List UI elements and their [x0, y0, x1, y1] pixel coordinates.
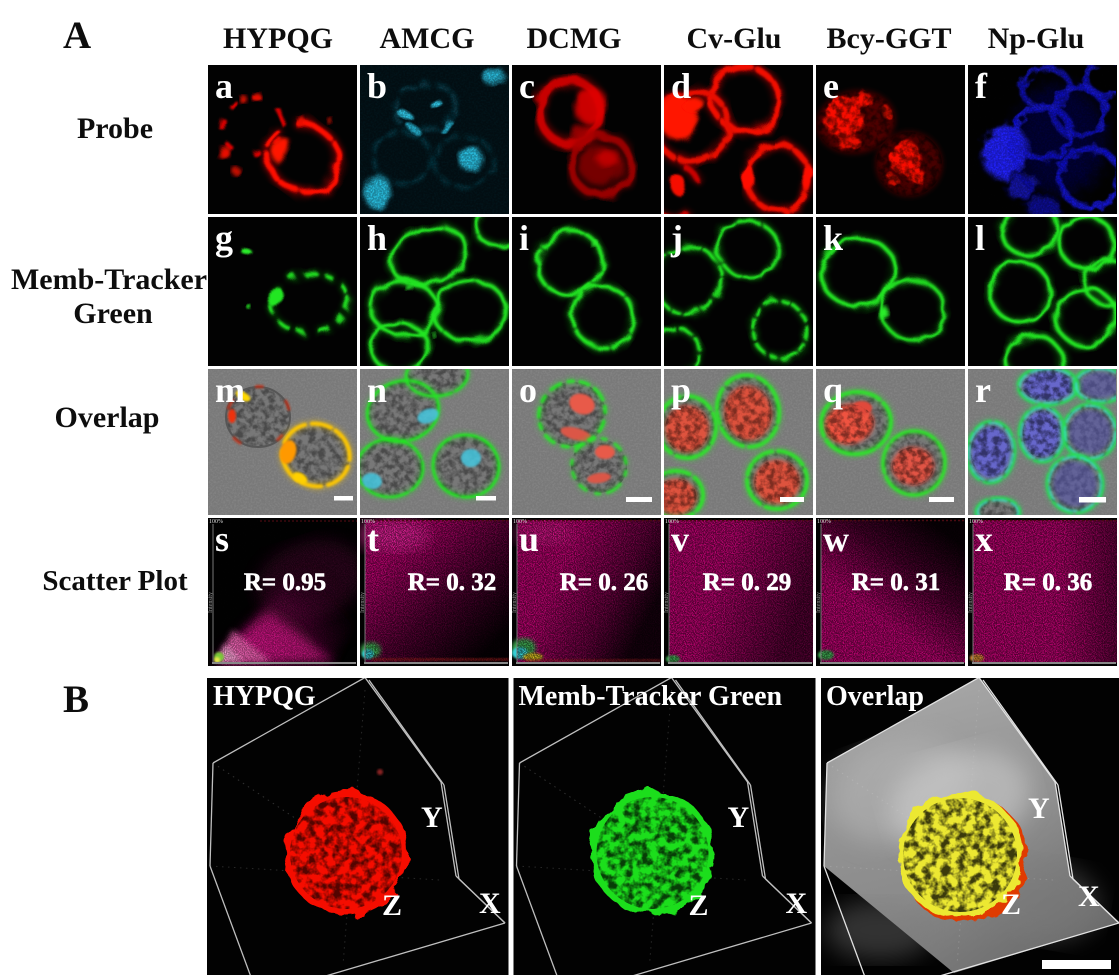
- svg-text:R= 0. 32: R= 0. 32: [408, 569, 497, 596]
- svg-text:100%: 100%: [969, 519, 983, 525]
- svg-text:w: w: [823, 519, 849, 559]
- svg-text:R= 0. 29: R= 0. 29: [703, 569, 792, 596]
- svg-text:Green: Green: [73, 297, 153, 330]
- svg-text:X: X: [479, 887, 501, 920]
- svg-text:HYPQG: HYPQG: [223, 22, 333, 55]
- svg-text:Probe: Probe: [77, 112, 153, 145]
- svg-text:s: s: [215, 519, 229, 559]
- svg-text:t: t: [367, 519, 379, 559]
- svg-text:k: k: [823, 218, 843, 258]
- svg-text:Intensity: Intensity: [968, 592, 974, 613]
- svg-text:Intensity: Intensity: [512, 592, 518, 613]
- svg-text:Scatter Plot: Scatter Plot: [42, 565, 188, 597]
- svg-text:Np-Glu: Np-Glu: [988, 22, 1085, 55]
- svg-text:Z: Z: [382, 889, 402, 922]
- svg-text:AMCG: AMCG: [380, 22, 475, 55]
- svg-text:Bcy-GGT: Bcy-GGT: [827, 22, 952, 55]
- svg-text:x: x: [975, 519, 993, 559]
- svg-text:100%: 100%: [209, 519, 223, 525]
- svg-text:i: i: [519, 218, 529, 258]
- svg-text:B: B: [63, 678, 89, 721]
- svg-text:l: l: [975, 218, 985, 258]
- svg-text:HYPQG: HYPQG: [213, 681, 316, 712]
- svg-text:e: e: [823, 66, 839, 106]
- svg-text:100%: 100%: [665, 519, 679, 525]
- svg-text:c: c: [519, 66, 535, 106]
- svg-text:X: X: [1078, 880, 1100, 913]
- svg-text:DCMG: DCMG: [527, 22, 622, 55]
- svg-text:Memb-Tracker Green: Memb-Tracker Green: [519, 681, 783, 712]
- svg-text:r: r: [975, 370, 991, 410]
- svg-text:Intensity: Intensity: [360, 592, 366, 613]
- svg-text:Intensity: Intensity: [664, 592, 670, 613]
- svg-text:Intensity: Intensity: [816, 592, 822, 613]
- svg-text:R= 0. 31: R= 0. 31: [852, 569, 941, 596]
- svg-text:Cv-Glu: Cv-Glu: [686, 22, 781, 55]
- svg-text:100%: 100%: [513, 519, 527, 525]
- svg-text:R= 0.95: R= 0.95: [244, 569, 326, 596]
- svg-text:m: m: [215, 370, 245, 410]
- svg-text:Z: Z: [689, 889, 709, 922]
- svg-text:v: v: [671, 519, 689, 559]
- svg-text:g: g: [215, 218, 233, 258]
- svg-text:R= 0. 36: R= 0. 36: [1004, 569, 1093, 596]
- svg-text:b: b: [367, 66, 387, 106]
- svg-text:j: j: [670, 218, 683, 258]
- svg-text:X: X: [786, 887, 808, 920]
- svg-text:100%: 100%: [817, 519, 831, 525]
- svg-text:q: q: [823, 370, 843, 410]
- svg-text:Y: Y: [728, 801, 750, 834]
- svg-text:o: o: [519, 370, 537, 410]
- svg-text:f: f: [975, 66, 988, 106]
- svg-text:a: a: [215, 66, 233, 106]
- svg-text:Overlap: Overlap: [826, 681, 924, 712]
- svg-text:A: A: [63, 14, 91, 57]
- svg-text:h: h: [367, 218, 387, 258]
- svg-text:R= 0. 26: R= 0. 26: [560, 569, 649, 596]
- svg-text:100%: 100%: [361, 519, 375, 525]
- svg-text:Y: Y: [1028, 792, 1050, 825]
- svg-text:Memb-Tracker: Memb-Tracker: [11, 263, 207, 296]
- svg-text:Overlap: Overlap: [55, 401, 160, 434]
- svg-text:d: d: [671, 66, 691, 106]
- svg-text:p: p: [671, 370, 691, 410]
- svg-text:Z: Z: [1001, 888, 1021, 921]
- svg-text:n: n: [367, 370, 387, 410]
- svg-text:Y: Y: [421, 801, 443, 834]
- svg-text:Intensity: Intensity: [208, 592, 214, 613]
- svg-text:u: u: [519, 519, 539, 559]
